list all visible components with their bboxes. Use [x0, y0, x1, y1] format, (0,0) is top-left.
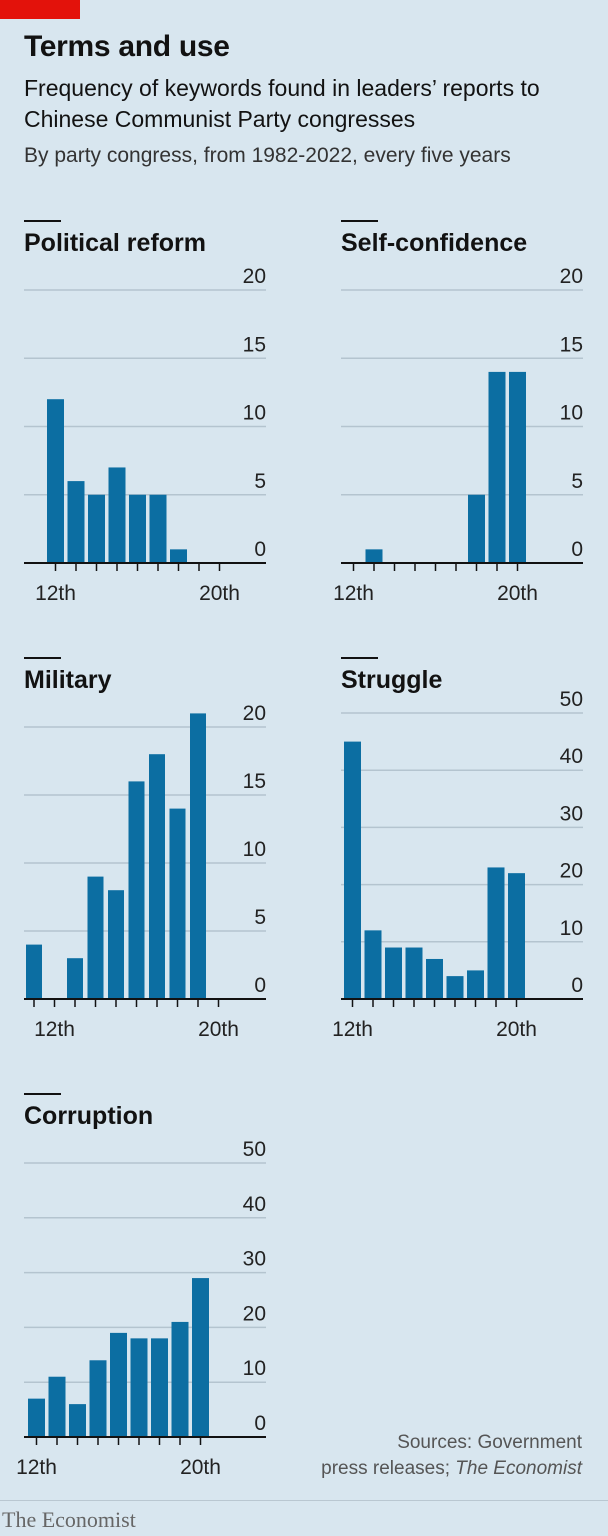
- y-tick-label: 20: [560, 860, 583, 883]
- y-tick-label: 0: [254, 1412, 266, 1435]
- y-tick-label: 15: [243, 770, 266, 793]
- y-tick-label: 0: [254, 538, 266, 561]
- x-tick-label: 12th: [35, 582, 76, 605]
- bar-20th: [508, 873, 525, 999]
- bar-13th: [365, 549, 383, 563]
- bar-18th: [468, 494, 485, 563]
- y-tick-label: 0: [254, 974, 266, 997]
- x-tick-label: 20th: [198, 1018, 239, 1041]
- bar-12th: [344, 741, 361, 999]
- y-tick-label: 10: [243, 1357, 266, 1380]
- bar-16th: [110, 1332, 127, 1437]
- y-tick-label: 40: [560, 745, 583, 768]
- x-tick-label: 20th: [496, 1018, 537, 1041]
- page-description: By party congress, from 1982-2022, every…: [24, 144, 511, 167]
- source-line-2-italic: The Economist: [455, 1458, 582, 1479]
- bar-11th: [26, 944, 42, 999]
- bar-19th: [487, 867, 505, 999]
- x-tick-label: 12th: [332, 1018, 373, 1041]
- chart-title: Political reform: [24, 229, 206, 257]
- y-tick-label: 0: [571, 974, 583, 997]
- bar-15th: [405, 947, 423, 999]
- y-tick-label: 5: [571, 470, 583, 493]
- chart-title: Military: [24, 666, 112, 694]
- y-tick-label: 15: [243, 333, 266, 356]
- source-note: Sources: Government press releases; The …: [321, 1430, 582, 1482]
- footer-rule: [0, 1500, 608, 1501]
- bar-14th: [87, 876, 104, 999]
- y-tick-label: 5: [254, 470, 266, 493]
- y-tick-label: 20: [243, 265, 266, 288]
- x-tick-label: 20th: [199, 582, 240, 605]
- bar-18th: [169, 808, 186, 999]
- y-tick-label: 20: [560, 265, 583, 288]
- bar-18th: [151, 1338, 168, 1437]
- bar-20th: [192, 1278, 209, 1437]
- x-tick-label: 20th: [180, 1456, 221, 1479]
- brand-red-tag: [0, 0, 80, 19]
- chart-title: Self-confidence: [341, 229, 527, 257]
- chart-title: Struggle: [341, 666, 442, 694]
- bar-13th: [67, 958, 83, 999]
- bar-18th: [467, 970, 484, 999]
- chart-title: Corruption: [24, 1102, 153, 1130]
- bar-16th: [426, 958, 443, 999]
- bar-13th: [48, 1376, 66, 1437]
- x-tick-label: 12th: [333, 582, 374, 605]
- bar-20th: [509, 371, 526, 563]
- x-tick-label: 12th: [16, 1456, 57, 1479]
- y-tick-label: 30: [560, 802, 583, 825]
- page-subtitle: Frequency of keywords found in leaders’ …: [24, 75, 540, 132]
- x-tick-label: 20th: [497, 582, 538, 605]
- bar-13th: [67, 481, 85, 563]
- chart-political-reform: Political reform 0 5 10 15 20 12th 20th: [24, 220, 266, 605]
- bar-17th: [149, 754, 165, 999]
- bar-19th: [171, 1321, 189, 1437]
- bar-15th: [108, 890, 124, 999]
- bar-14th: [385, 947, 402, 999]
- bar-13th: [364, 930, 382, 999]
- y-tick-label: 20: [243, 702, 266, 725]
- bar-15th: [89, 1360, 107, 1437]
- bar-18th: [170, 549, 187, 563]
- y-tick-label: 15: [560, 333, 583, 356]
- bar-14th: [88, 494, 105, 563]
- bar-12th: [47, 399, 64, 563]
- y-tick-label: 10: [243, 402, 266, 425]
- chart-corruption: Corruption 0 10 20 30 40 50 12th 20th: [16, 1093, 266, 1479]
- source-line-1: Sources: Government: [397, 1432, 582, 1453]
- source-line-2-prefix: press releases;: [321, 1458, 456, 1479]
- y-tick-label: 10: [243, 838, 266, 861]
- y-tick-label: 30: [243, 1248, 266, 1271]
- chart-military: Military 0 5 10 15 20 12th 20th: [24, 657, 266, 1041]
- y-tick-label: 10: [560, 402, 583, 425]
- bar-17th: [149, 494, 167, 563]
- bar-15th: [108, 467, 126, 563]
- bar-17th: [130, 1338, 148, 1437]
- bar-19th: [488, 371, 506, 563]
- source-line-2: press releases; The Economist: [321, 1456, 582, 1482]
- chart-struggle: Struggle 0 10 20 30 40 50 12th 20th: [332, 657, 583, 1041]
- y-tick-label: 20: [243, 1302, 266, 1325]
- brand-logo-text: The Economist: [2, 1507, 136, 1532]
- y-tick-label: 50: [560, 688, 583, 711]
- bar-14th: [69, 1404, 86, 1437]
- bar-16th: [128, 781, 145, 999]
- chart-self-confidence: Self-confidence 0 5 10 15 20 12th 20th: [333, 220, 583, 605]
- bar-19th: [190, 713, 206, 999]
- y-tick-label: 50: [243, 1138, 266, 1161]
- y-tick-label: 10: [560, 917, 583, 940]
- y-tick-label: 0: [571, 538, 583, 561]
- y-tick-label: 40: [243, 1193, 266, 1216]
- page-title: Terms and use: [24, 30, 230, 63]
- y-tick-label: 5: [254, 906, 266, 929]
- bar-17th: [446, 976, 464, 999]
- bar-16th: [129, 494, 146, 563]
- bar-12th: [28, 1398, 45, 1437]
- x-tick-label: 12th: [34, 1018, 75, 1041]
